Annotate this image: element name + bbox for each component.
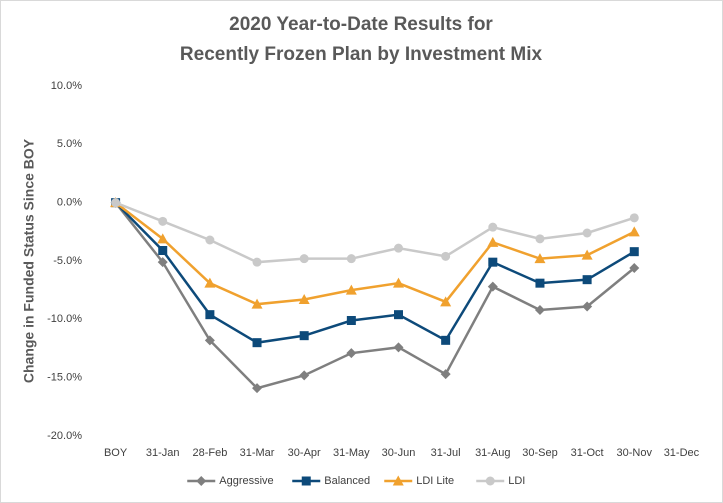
series-line (114, 201, 636, 390)
marker (440, 296, 452, 307)
x-tick-label: 31-Oct (571, 447, 604, 459)
legend-label: LDI Lite (416, 475, 454, 487)
marker (487, 281, 498, 292)
marker (346, 348, 357, 359)
marker (582, 275, 592, 285)
marker (535, 278, 545, 288)
x-tick-label: 31-Jan (146, 447, 180, 459)
x-tick-label: 30-Apr (288, 447, 321, 459)
marker (488, 257, 498, 267)
x-tick-label: 31-Dec (664, 447, 700, 459)
marker (393, 277, 404, 288)
marker (488, 222, 498, 232)
marker (299, 254, 309, 264)
series-line (114, 201, 635, 344)
series-line (114, 201, 635, 306)
marker (440, 369, 451, 380)
marker (298, 294, 310, 304)
marker (111, 198, 121, 208)
marker (299, 331, 309, 341)
marker (628, 226, 640, 237)
x-tick-label: 30-Jun (382, 447, 416, 459)
marker (581, 249, 593, 260)
series-line (115, 201, 635, 264)
chart-title: 2020 Year-to-Date Results for (229, 14, 493, 35)
x-tick-label: 28-Feb (192, 447, 227, 459)
marker (441, 335, 451, 345)
marker (393, 342, 404, 353)
marker (582, 301, 593, 312)
legend-label: Balanced (324, 475, 370, 487)
legend-label: LDI (508, 475, 525, 487)
marker (158, 246, 168, 255)
x-tick-label: 31-Jul (431, 447, 461, 459)
y-tick-label: -20.0% (47, 430, 82, 442)
legend-label: Aggressive (219, 475, 273, 487)
marker (534, 305, 545, 315)
marker (394, 243, 403, 253)
y-tick-label: -15.0% (47, 372, 82, 384)
y-tick-label: 0.0% (57, 197, 82, 209)
marker (485, 476, 495, 486)
y-tick-label: -10.0% (47, 313, 82, 325)
marker (535, 234, 545, 244)
marker (252, 338, 262, 348)
y-tick-label: -5.0% (53, 255, 82, 267)
x-tick-label: 30-Nov (617, 447, 653, 459)
marker (346, 316, 356, 325)
marker (205, 310, 215, 320)
y-tick-label: 5.0% (57, 138, 82, 150)
x-tick-label: 31-May (333, 447, 370, 459)
x-tick-label: 31-Aug (475, 447, 510, 459)
y-tick-label: 10.0% (51, 80, 82, 92)
marker (252, 257, 262, 267)
marker (205, 235, 215, 245)
marker (157, 257, 168, 268)
marker (392, 475, 404, 486)
marker (204, 277, 216, 288)
marker (299, 370, 310, 381)
marker (629, 263, 640, 273)
x-tick-label: 31-Mar (240, 447, 275, 459)
marker (196, 476, 207, 486)
x-tick-label: BOY (104, 447, 128, 459)
x-tick-label: 30-Sep (522, 447, 557, 459)
marker (629, 247, 639, 257)
marker (157, 233, 169, 244)
marker (301, 476, 311, 486)
chart-title: Recently Frozen Plan by Investment Mix (180, 44, 543, 65)
marker (346, 254, 356, 264)
marker (158, 216, 168, 226)
y-axis-label: Change in Funded Status Since BOY (21, 138, 37, 383)
marker (251, 298, 263, 309)
marker (394, 310, 403, 320)
marker (629, 213, 639, 223)
marker (582, 228, 592, 238)
marker (441, 251, 451, 261)
marker (534, 253, 546, 264)
marker (345, 284, 357, 295)
marker (252, 383, 263, 394)
marker (487, 236, 499, 247)
marker (204, 335, 215, 346)
